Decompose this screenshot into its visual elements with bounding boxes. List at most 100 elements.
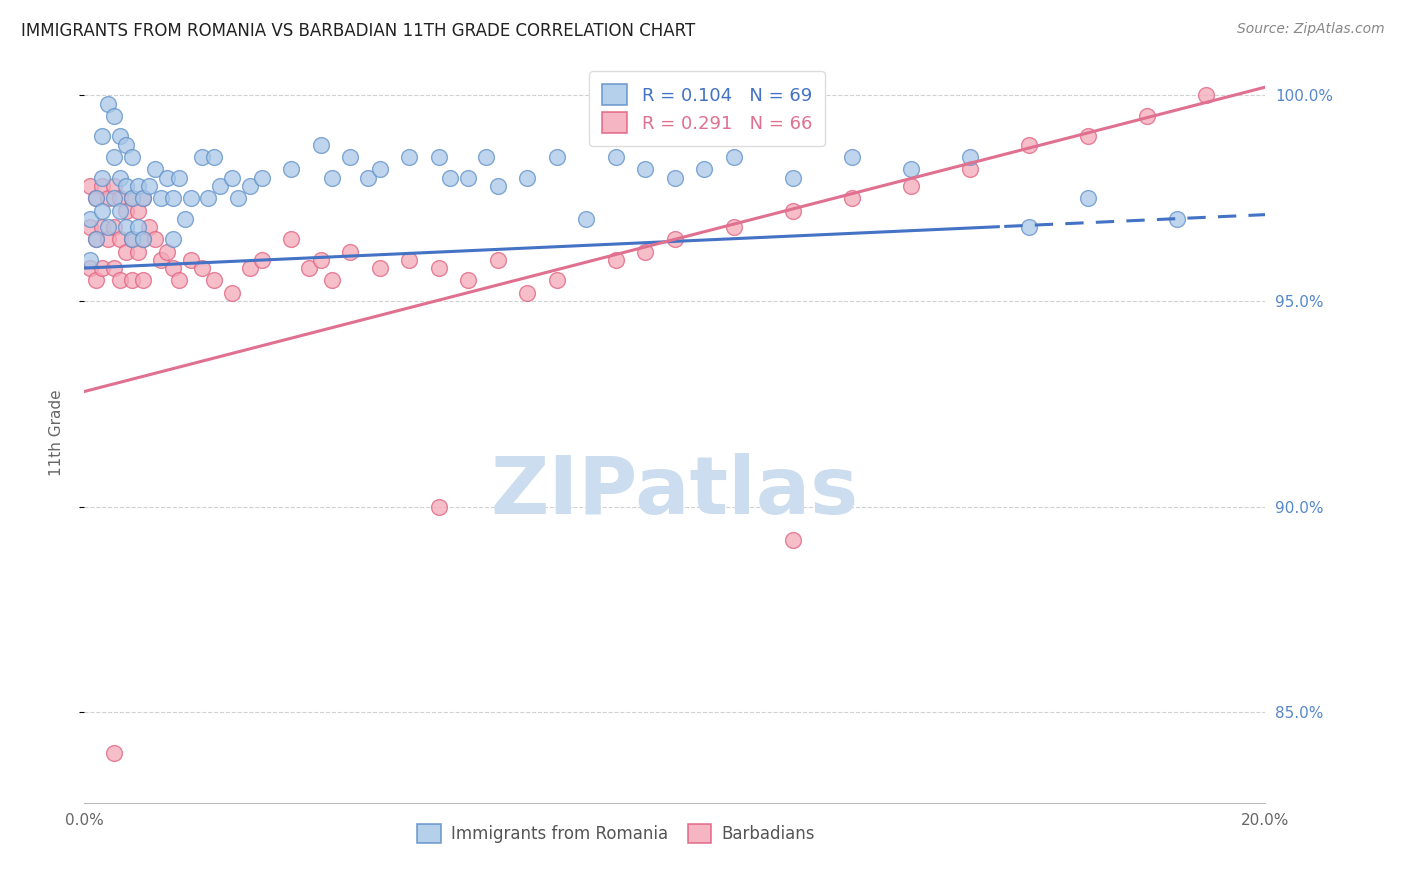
Point — [221, 170, 243, 185]
Point — [782, 203, 804, 218]
Point — [84, 273, 107, 287]
Point — [121, 191, 143, 205]
Point — [439, 170, 461, 185]
Point — [226, 191, 249, 205]
Point — [280, 232, 302, 246]
Point — [339, 244, 361, 259]
Point — [127, 203, 149, 218]
Point — [127, 178, 149, 193]
Point — [197, 191, 219, 205]
Point — [605, 252, 627, 267]
Point — [162, 232, 184, 246]
Point — [162, 261, 184, 276]
Point — [114, 203, 136, 218]
Point — [209, 178, 232, 193]
Point — [900, 178, 922, 193]
Point — [108, 191, 131, 205]
Point — [1195, 88, 1218, 103]
Point — [664, 232, 686, 246]
Point — [298, 261, 321, 276]
Point — [132, 232, 155, 246]
Point — [121, 273, 143, 287]
Point — [250, 252, 273, 267]
Point — [221, 285, 243, 300]
Point — [97, 191, 120, 205]
Point — [1018, 137, 1040, 152]
Point — [239, 261, 262, 276]
Point — [162, 191, 184, 205]
Point — [1166, 211, 1188, 226]
Point — [457, 170, 479, 185]
Point — [143, 232, 166, 246]
Point — [516, 170, 538, 185]
Point — [368, 162, 391, 177]
Point — [91, 129, 114, 144]
Point — [605, 150, 627, 164]
Text: Source: ZipAtlas.com: Source: ZipAtlas.com — [1237, 22, 1385, 37]
Point — [132, 273, 155, 287]
Point — [339, 150, 361, 164]
Point — [486, 252, 509, 267]
Point — [84, 232, 107, 246]
Point — [79, 211, 101, 226]
Point — [103, 747, 125, 761]
Point — [634, 244, 657, 259]
Point — [121, 232, 143, 246]
Point — [546, 150, 568, 164]
Point — [782, 170, 804, 185]
Point — [959, 150, 981, 164]
Point — [427, 500, 450, 514]
Point — [321, 170, 343, 185]
Legend: Immigrants from Romania, Barbadians: Immigrants from Romania, Barbadians — [411, 817, 821, 850]
Point — [114, 137, 136, 152]
Point — [132, 191, 155, 205]
Point — [91, 170, 114, 185]
Point — [191, 150, 214, 164]
Point — [79, 261, 101, 276]
Point — [280, 162, 302, 177]
Point — [97, 232, 120, 246]
Point — [79, 219, 101, 234]
Point — [103, 219, 125, 234]
Point — [723, 150, 745, 164]
Text: ZIPatlas: ZIPatlas — [491, 453, 859, 531]
Point — [398, 252, 420, 267]
Point — [516, 285, 538, 300]
Point — [103, 261, 125, 276]
Point — [127, 244, 149, 259]
Point — [84, 191, 107, 205]
Point — [103, 109, 125, 123]
Point — [91, 203, 114, 218]
Point — [693, 162, 716, 177]
Point — [114, 219, 136, 234]
Point — [156, 244, 179, 259]
Point — [97, 96, 120, 111]
Point — [150, 252, 173, 267]
Point — [108, 273, 131, 287]
Point — [368, 261, 391, 276]
Point — [900, 162, 922, 177]
Point — [202, 273, 225, 287]
Point — [108, 170, 131, 185]
Point — [1077, 191, 1099, 205]
Point — [132, 191, 155, 205]
Point — [156, 170, 179, 185]
Point — [841, 150, 863, 164]
Point — [108, 203, 131, 218]
Point — [132, 232, 155, 246]
Point — [114, 178, 136, 193]
Point — [150, 191, 173, 205]
Point — [127, 219, 149, 234]
Text: IMMIGRANTS FROM ROMANIA VS BARBADIAN 11TH GRADE CORRELATION CHART: IMMIGRANTS FROM ROMANIA VS BARBADIAN 11T… — [21, 22, 696, 40]
Point — [782, 533, 804, 547]
Point — [91, 178, 114, 193]
Point — [138, 219, 160, 234]
Point — [959, 162, 981, 177]
Point — [103, 150, 125, 164]
Point — [457, 273, 479, 287]
Point — [191, 261, 214, 276]
Point — [108, 129, 131, 144]
Point — [167, 170, 190, 185]
Point — [1136, 109, 1159, 123]
Point — [180, 252, 202, 267]
